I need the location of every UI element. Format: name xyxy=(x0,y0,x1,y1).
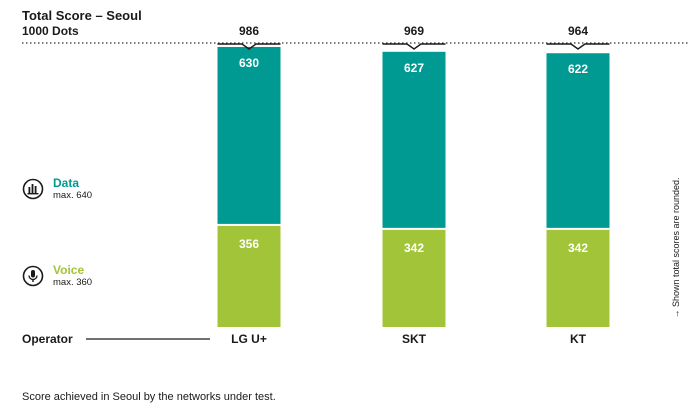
legend-voice-max: max. 360 xyxy=(53,277,93,288)
value-label-data-0: 630 xyxy=(239,56,259,70)
chart-subtitle: 1000 Dots xyxy=(22,24,79,38)
bar-data-2 xyxy=(546,53,610,228)
value-label-voice-0: 356 xyxy=(239,237,259,251)
chart-title: Total Score – Seoul xyxy=(22,8,142,23)
total-bracket-1 xyxy=(382,43,446,50)
total-bracket-0 xyxy=(217,43,281,50)
bar-chart-circle-icon xyxy=(22,178,44,200)
x-axis-label: Operator xyxy=(22,332,73,346)
bar-voice-1 xyxy=(382,229,446,327)
category-label-2: KT xyxy=(570,332,587,346)
legend-voice-name: Voice xyxy=(53,263,85,277)
total-bracket-2 xyxy=(546,43,610,50)
bar-voice-0 xyxy=(217,225,281,327)
value-label-data-2: 622 xyxy=(568,62,588,76)
footnote: Score achieved in Seoul by the networks … xyxy=(22,391,276,403)
bar-data-0 xyxy=(217,46,281,224)
microphone-circle-icon xyxy=(22,265,44,287)
value-label-data-1: 627 xyxy=(404,61,424,75)
bar-data-1 xyxy=(382,51,446,228)
total-label-2: 964 xyxy=(568,24,588,38)
value-label-voice-2: 342 xyxy=(568,241,588,255)
total-label-1: 969 xyxy=(404,24,424,38)
legend-data-name: Data xyxy=(53,176,80,190)
category-label-1: SKT xyxy=(402,332,427,346)
side-note: → Shown total scores are rounded. xyxy=(671,177,681,319)
value-label-voice-1: 342 xyxy=(404,241,424,255)
legend-data-max: max. 640 xyxy=(53,190,93,201)
bar-voice-2 xyxy=(546,229,610,327)
total-label-0: 986 xyxy=(239,24,259,38)
legend-data: Data max. 640 xyxy=(22,176,92,202)
legend-voice: Voice max. 360 xyxy=(22,263,92,289)
category-label-0: LG U+ xyxy=(231,332,267,346)
